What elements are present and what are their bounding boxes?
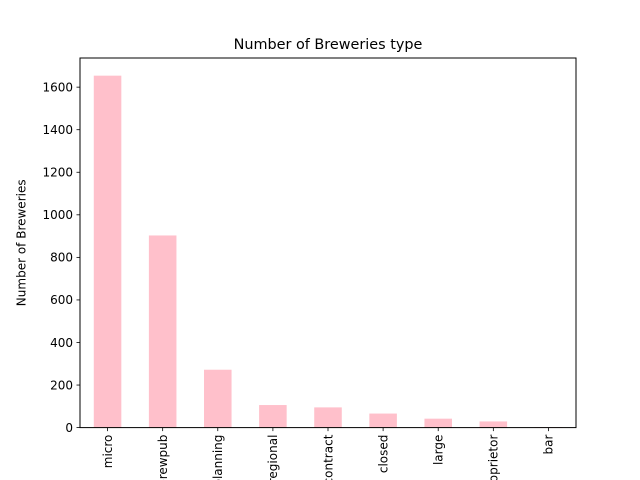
y-tick-label: 200 [50,378,73,392]
x-tick-label-bar: bar [542,435,556,455]
x-tick-label-planning: planning [211,435,225,480]
y-tick-label: 1200 [42,166,73,180]
x-tick-label-micro: micro [101,435,115,469]
x-tick-label-closed: closed [376,435,390,474]
y-axis-label: Number of Breweries [15,179,29,306]
bar-proprietor [479,421,508,428]
x-tick-label-regional: regional [266,435,280,480]
x-tick-label-large: large [432,435,446,465]
y-tick-label: 1600 [42,80,73,94]
y-tick-label: 0 [65,421,73,435]
x-tick-label-brewpub: brewpub [156,435,170,480]
bar-large [424,418,452,428]
x-axis: micro brewpub planning regional contract clos… [101,427,556,480]
y-axis: 0 200 400 600 800 1000 1200 1400 1600 [42,80,80,435]
y-tick-label: 400 [50,336,73,350]
bars-group [93,75,563,428]
y-tick-label: 600 [50,293,73,307]
y-tick-label: 1000 [42,208,73,222]
bar-planning [204,369,232,428]
y-tick-label: 800 [50,251,73,265]
chart-title: Number of Breweries type [234,37,423,53]
bar-closed [369,413,397,428]
bar-micro [93,75,122,428]
bar-brewpub [148,235,177,428]
bar-contract [314,407,342,428]
x-tick-label-proprietor: proprietor [487,435,501,480]
bar-regional [259,405,287,428]
y-tick-label: 1400 [42,123,73,137]
x-tick-label-contract: contract [321,434,335,480]
